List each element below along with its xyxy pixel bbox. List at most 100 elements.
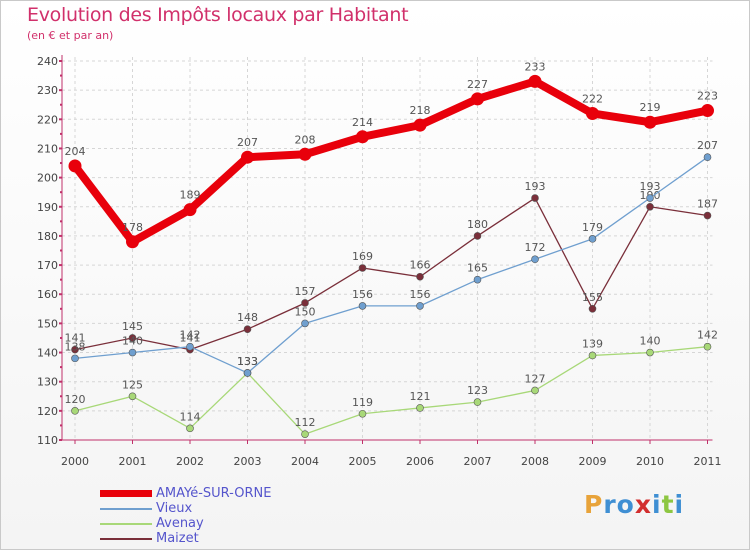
data-point xyxy=(703,211,712,220)
proxiti-logo: Proxiti xyxy=(584,490,684,519)
chart-title: Evolution des Impôts locaux par Habitant xyxy=(27,4,409,26)
legend-label: Maizet xyxy=(156,531,199,546)
data-label: 166 xyxy=(410,259,431,272)
data-label: 180 xyxy=(467,218,488,231)
data-label: 142 xyxy=(697,329,718,342)
data-label: 187 xyxy=(697,198,718,211)
data-point xyxy=(586,106,599,120)
data-point xyxy=(356,130,369,144)
y-tick-label: 120 xyxy=(37,405,58,418)
legend-swatch xyxy=(100,490,152,497)
legend-item: Vieux xyxy=(100,501,271,516)
x-tick-label: 2007 xyxy=(464,455,492,468)
data-label: 114 xyxy=(180,410,201,423)
data-label: 179 xyxy=(582,221,603,234)
data-label: 204 xyxy=(65,145,86,158)
logo-letter: i xyxy=(674,490,685,519)
data-label: 140 xyxy=(640,335,661,348)
data-label: 156 xyxy=(410,288,431,301)
data-point xyxy=(71,407,79,415)
data-point xyxy=(416,404,424,412)
data-label: 148 xyxy=(237,311,258,324)
series-line-vieux xyxy=(74,156,708,374)
logo-letter: r xyxy=(603,490,617,519)
data-point xyxy=(588,305,597,313)
data-label: 155 xyxy=(582,291,603,304)
data-point xyxy=(646,348,654,357)
x-tick-label: 2011 xyxy=(694,455,722,468)
data-point xyxy=(588,351,597,360)
data-point xyxy=(243,325,252,334)
y-tick-label: 230 xyxy=(37,84,58,97)
data-point xyxy=(301,319,309,328)
data-label: 193 xyxy=(525,180,546,193)
data-label: 208 xyxy=(295,133,316,146)
legend-swatch xyxy=(100,522,152,525)
legend-label: AMAYé-SUR-ORNE xyxy=(156,486,272,501)
data-point xyxy=(703,153,712,162)
data-label: 120 xyxy=(65,393,86,406)
series-line-avenay xyxy=(74,346,708,435)
x-tick-label: 2006 xyxy=(406,455,434,468)
data-point xyxy=(298,147,312,161)
data-point xyxy=(358,302,367,310)
data-point xyxy=(701,104,714,118)
x-tick-label: 2009 xyxy=(579,455,607,468)
data-label: 142 xyxy=(180,329,201,342)
legend-swatch xyxy=(100,537,152,540)
data-point xyxy=(186,424,194,433)
data-point xyxy=(68,159,82,173)
logo-letter: x xyxy=(634,490,652,519)
data-point xyxy=(243,369,252,377)
data-point xyxy=(471,92,484,106)
logo-letter: o xyxy=(616,490,635,519)
data-point xyxy=(588,235,597,243)
data-label: 156 xyxy=(352,288,373,301)
data-label: 141 xyxy=(65,332,86,345)
legend: AMAYé-SUR-ORNE Vieux Avenay Maizet xyxy=(100,486,271,546)
data-point xyxy=(646,194,654,202)
data-point xyxy=(473,398,482,406)
x-tick-label: 2004 xyxy=(291,455,319,468)
data-point xyxy=(241,150,254,164)
legend-item: Maizet xyxy=(100,531,271,546)
legend-item: AMAYé-SUR-ORNE xyxy=(100,486,271,501)
data-label: 139 xyxy=(582,337,603,350)
x-tick-label: 2003 xyxy=(234,455,262,468)
data-label: 189 xyxy=(180,189,201,202)
data-point xyxy=(473,232,482,240)
data-label: 219 xyxy=(640,101,661,114)
data-point xyxy=(183,203,197,217)
data-point xyxy=(531,255,539,264)
y-tick-label: 190 xyxy=(37,201,58,214)
y-tick-label: 180 xyxy=(37,230,58,243)
data-point xyxy=(186,342,194,351)
data-point xyxy=(531,386,539,395)
x-tick-label: 2002 xyxy=(176,455,204,468)
data-label: 140 xyxy=(122,335,143,348)
x-tick-label: 2008 xyxy=(521,455,549,468)
data-label: 207 xyxy=(697,139,718,152)
data-point xyxy=(71,354,79,363)
y-tick-label: 200 xyxy=(37,172,58,185)
data-label: 121 xyxy=(410,390,431,403)
legend-label: Avenay xyxy=(156,516,204,531)
data-point xyxy=(128,348,137,357)
y-tick-label: 240 xyxy=(37,55,58,68)
x-tick-label: 2005 xyxy=(349,455,377,468)
y-tick-label: 220 xyxy=(37,113,58,126)
data-label: 222 xyxy=(582,92,603,105)
data-label: 127 xyxy=(525,372,546,385)
data-point xyxy=(413,118,427,132)
legend-item: Avenay xyxy=(100,516,271,531)
data-label: 133 xyxy=(237,355,258,368)
x-tick-label: 2010 xyxy=(636,455,664,468)
y-tick-label: 140 xyxy=(37,347,58,360)
data-label: 150 xyxy=(295,305,316,318)
data-label: 223 xyxy=(697,90,718,103)
data-label: 227 xyxy=(467,78,488,91)
logo-letter: P xyxy=(584,490,604,519)
data-label: 172 xyxy=(525,241,546,254)
data-label: 157 xyxy=(295,285,316,298)
data-point xyxy=(71,345,79,354)
